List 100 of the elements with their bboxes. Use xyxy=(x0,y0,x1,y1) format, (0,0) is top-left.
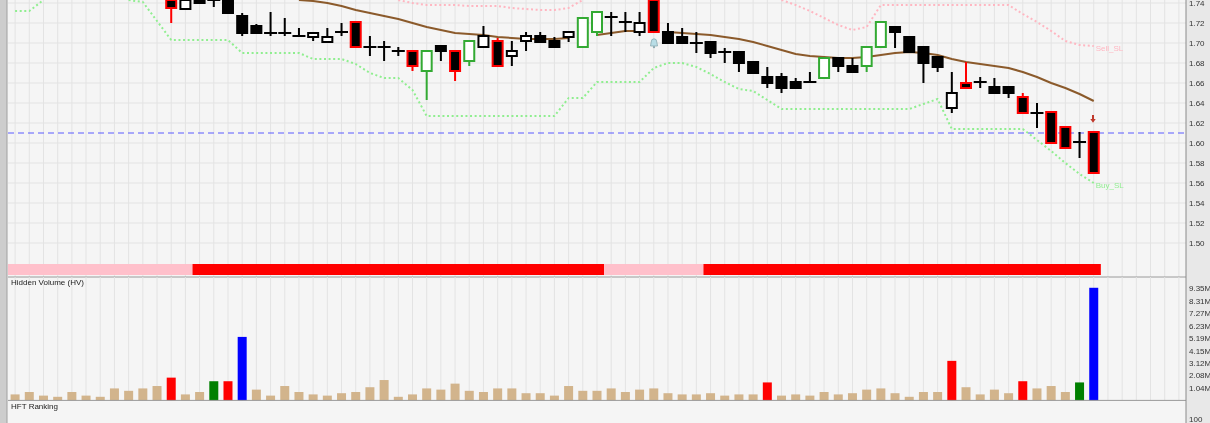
y-tick-label: 2.08M xyxy=(1189,370,1210,380)
bar xyxy=(791,394,801,401)
y-tick-label: 1.56 xyxy=(1189,178,1206,188)
bar xyxy=(195,392,205,401)
bar xyxy=(819,392,829,401)
bar xyxy=(24,392,34,401)
line-series xyxy=(780,0,1095,47)
bar xyxy=(337,393,347,401)
bar xyxy=(890,393,900,401)
bar xyxy=(748,394,758,401)
bar xyxy=(223,381,233,401)
bar xyxy=(1032,388,1042,401)
bar xyxy=(635,389,645,401)
candlestick xyxy=(477,25,490,48)
y-tick-label: 9.35M xyxy=(1189,283,1210,293)
bar xyxy=(592,390,602,401)
bar xyxy=(862,389,872,401)
bar xyxy=(947,360,957,401)
series-label: Buy_SL xyxy=(1095,180,1125,190)
candlestick xyxy=(165,0,178,24)
y-tick-label: 8.31M xyxy=(1189,296,1210,306)
candlestick xyxy=(236,12,249,37)
y-tick-label: 1.60 xyxy=(1189,138,1206,148)
bar xyxy=(535,393,545,401)
bar xyxy=(663,393,673,401)
bar xyxy=(436,389,446,401)
bar xyxy=(237,336,247,401)
y-tick-label: 1.64 xyxy=(1189,98,1206,108)
y-tick-label: 1.54 xyxy=(1189,198,1206,208)
candlestick xyxy=(818,57,831,79)
y-tick-label: 1.50 xyxy=(1189,238,1206,248)
bar xyxy=(308,394,318,401)
bar xyxy=(1004,393,1014,401)
y-tick-label: 6.23M xyxy=(1189,321,1210,331)
bar xyxy=(918,392,928,401)
bar xyxy=(1046,386,1056,401)
bar xyxy=(677,394,687,401)
bar xyxy=(67,392,77,401)
text: HFT Ranking xyxy=(11,402,58,411)
bar xyxy=(124,390,134,401)
bar xyxy=(422,388,432,401)
bar xyxy=(379,380,389,401)
y-tick-label: 1.04M xyxy=(1189,383,1210,393)
bar xyxy=(507,388,517,401)
bar xyxy=(166,377,176,401)
bar xyxy=(138,388,148,401)
bar xyxy=(478,392,488,401)
bar xyxy=(564,386,574,401)
y-tick-label: 1.66 xyxy=(1189,78,1206,88)
candlestick xyxy=(945,71,958,114)
candlestick xyxy=(1059,126,1072,149)
bar xyxy=(833,394,843,401)
bar xyxy=(280,386,290,401)
y-tick-label: 5.19M xyxy=(1189,333,1210,343)
bar xyxy=(294,392,304,401)
candlestick xyxy=(889,26,902,49)
candlestick xyxy=(505,40,518,67)
candlestick xyxy=(775,72,788,94)
bar xyxy=(620,392,630,401)
candlestick xyxy=(520,31,533,52)
candlestick xyxy=(463,40,476,67)
bar xyxy=(975,394,985,401)
candlestick xyxy=(917,46,930,84)
y-tick-label: 1.72 xyxy=(1189,18,1206,28)
candlestick xyxy=(761,66,774,89)
bar xyxy=(1060,392,1070,401)
candlestick xyxy=(633,11,646,37)
candlestick xyxy=(732,51,745,73)
y-tick-label: 1.68 xyxy=(1189,58,1206,68)
candlestick xyxy=(661,22,674,44)
bar xyxy=(989,389,999,401)
candlestick xyxy=(960,61,973,89)
bar xyxy=(493,388,503,401)
bar xyxy=(876,388,886,401)
candlestick xyxy=(860,46,873,73)
line-series xyxy=(127,0,1095,184)
bar xyxy=(209,381,219,401)
bar xyxy=(1018,381,1028,401)
bar xyxy=(1089,287,1099,401)
y-tick-label: 4.15M xyxy=(1189,346,1210,356)
bar xyxy=(180,394,190,401)
y-tick-label: 3.12M xyxy=(1189,358,1210,368)
bar xyxy=(762,382,772,401)
bar xyxy=(734,394,744,401)
bar xyxy=(1075,382,1085,401)
line-series xyxy=(397,0,584,11)
bar xyxy=(606,388,616,401)
bar xyxy=(450,383,460,401)
y-tick-label: 1.62 xyxy=(1189,118,1206,128)
bar xyxy=(251,389,261,401)
y-tick-label: 1.58 xyxy=(1189,158,1206,168)
candlestick xyxy=(591,11,603,37)
bar xyxy=(351,392,361,401)
bar xyxy=(407,394,417,401)
y-tick-label: 1.70 xyxy=(1189,38,1206,48)
chart-title: Hidden Volume (HV) xyxy=(11,278,85,287)
bar xyxy=(10,394,20,401)
bar xyxy=(109,388,119,401)
bar xyxy=(961,387,971,401)
candlestick xyxy=(420,50,433,101)
